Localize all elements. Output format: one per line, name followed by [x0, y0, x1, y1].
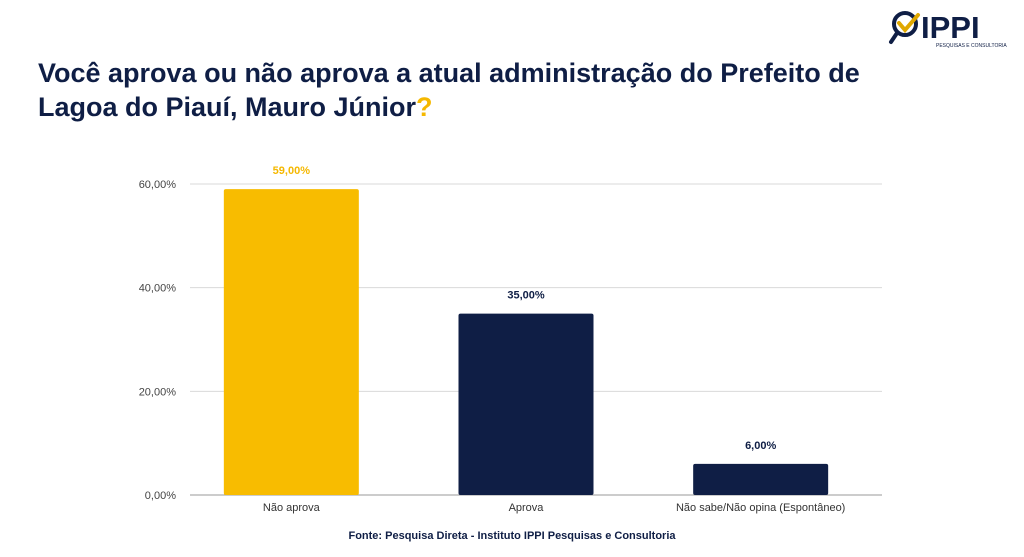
svg-text:IPPI: IPPI: [921, 10, 980, 45]
bar: [223, 189, 359, 495]
source-note: Fonte: Pesquisa Direta - Instituto IPPI …: [348, 530, 676, 542]
x-tick-label: Não sabe/Não opina (Espontâneo): [676, 502, 845, 514]
svg-text:PESQUISAS E CONSULTORIA: PESQUISAS E CONSULTORIA: [936, 43, 1007, 49]
data-label: 6,00%: [745, 440, 776, 452]
chart-title: Você aprova ou não aprova a atual admini…: [38, 56, 918, 124]
y-tick-label: 0,00%: [145, 490, 176, 502]
y-tick-label: 40,00%: [139, 283, 177, 295]
data-label: 35,00%: [507, 290, 545, 302]
ippi-logo: IPPI PESQUISAS E CONSULTORIA: [889, 10, 1007, 49]
x-tick-label: Aprova: [509, 502, 545, 514]
y-tick-label: 20,00%: [139, 386, 177, 398]
x-tick-label: Não aprova: [263, 502, 321, 514]
y-tick-label: 60,00%: [139, 179, 177, 191]
title-text: Você aprova ou não aprova a atual admini…: [38, 58, 860, 122]
bar: [458, 313, 594, 495]
data-label: 59,00%: [273, 165, 311, 177]
title-question-mark: ?: [416, 92, 433, 122]
bar: [693, 463, 829, 495]
